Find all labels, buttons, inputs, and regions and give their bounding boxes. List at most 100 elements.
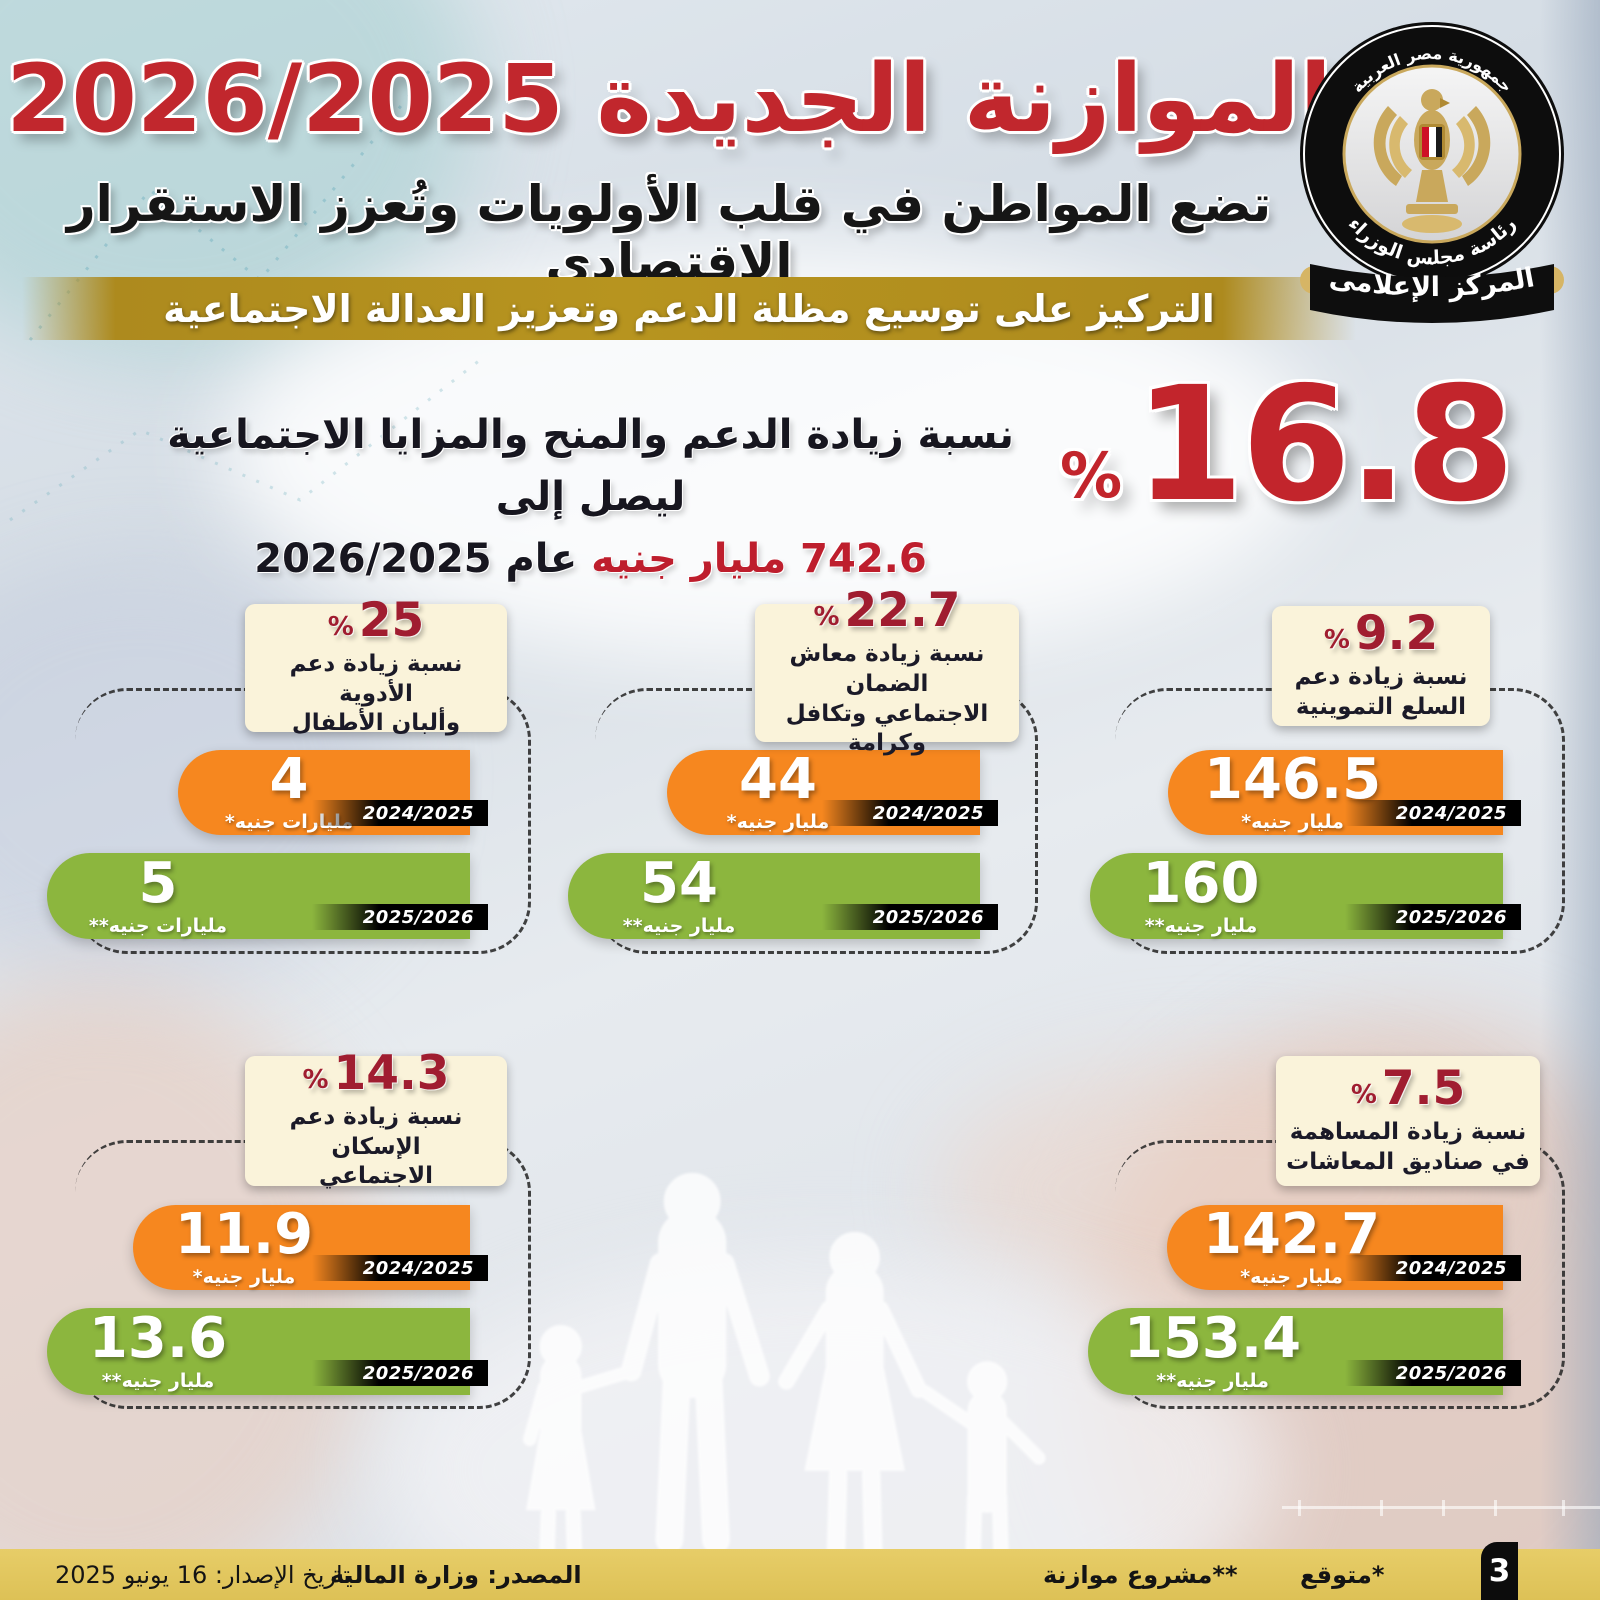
year-badge-2024-2025: 2024/2025 <box>1345 1255 1521 1281</box>
bar-2024-2025: 142.7 مليار جنيه* 2024/2025 <box>1167 1205 1521 1290</box>
cabinet-logo: جمهورية مصر العربية رئاسة مجلس الوزراء ا… <box>1296 18 1568 332</box>
year-badge-2024-2025: 2024/2025 <box>822 800 998 826</box>
card-percent: % 22.7 <box>813 587 960 634</box>
card-description-line1: نسبة زيادة معاش الضمان <box>789 640 985 697</box>
bar-unit: مليار جنيه** <box>1156 1370 1269 1392</box>
bar-2024-2025: 146.5 مليار جنيه* 2024/2025 <box>1168 747 1521 835</box>
gold-banner: التركيز على توسيع مظلة الدعم وتعزيز العد… <box>22 277 1356 340</box>
card-description-line1: نسبة زيادة دعم الأدوية <box>289 650 463 707</box>
bar-value-block: 153.4 مليار جنيه** <box>1124 1311 1301 1393</box>
card-description: نسبة زيادة دعم الإسكان الاجتماعي <box>251 1103 501 1193</box>
headline-percent-sign: % <box>1060 439 1123 513</box>
bar-unit: مليار جنيه** <box>622 914 736 937</box>
year-badge-2025-2026: 2025/2026 <box>312 904 488 930</box>
footnote-budget-project: **مشروع موازنة <box>1043 1561 1238 1589</box>
percent-value: 22.7 <box>844 582 961 638</box>
year-badge-2024-2025: 2024/2025 <box>312 800 488 826</box>
bg-chart-ticks <box>1282 1500 1600 1518</box>
bar-value: 44 <box>739 747 817 812</box>
card-label-box: % 25 نسبة زيادة دعم الأدوية وألبان الأطفا… <box>245 597 507 736</box>
card-description: نسبة زيادة دعم الأدوية وألبان الأطفال <box>251 650 501 740</box>
eagle-emblem-icon <box>1373 89 1491 233</box>
bar-value-block: 13.6 مليار جنيه** <box>83 1306 233 1393</box>
card-description: نسبة زيادة دعم السلع التموينية <box>1295 663 1468 723</box>
bar-unit: مليار جنيه** <box>1144 914 1258 937</box>
card-description-line2: الاجتماعي <box>318 1163 433 1190</box>
card-label-box: % 14.3 نسبة زيادة دعم الإسكان الاجتماعي <box>245 1050 507 1189</box>
card-description-line2: السلع التموينية <box>1295 693 1467 720</box>
bar-unit: مليار جنيه* <box>726 811 830 833</box>
page-number-badge: 3 <box>1481 1542 1518 1600</box>
year-badge-2025-2026: 2025/2026 <box>1345 904 1521 930</box>
bar-value: 4 <box>269 747 309 812</box>
bar-2024-2025: 44 مليار جنيه* 2024/2025 <box>667 747 998 835</box>
page-subtitle: تضع المواطن في قلب الأولويات وتُعزز الاس… <box>66 175 1272 291</box>
card-percent: % 14.3 <box>302 1050 449 1097</box>
bar-2024-2025: 11.9 مليار جنيه* 2024/2025 <box>133 1202 488 1290</box>
headline-percent-value: 16.8 <box>1134 353 1515 537</box>
percent-sign: % <box>1350 1079 1377 1110</box>
percent-value: 7.5 <box>1381 1060 1466 1116</box>
percent-value: 25 <box>358 592 425 648</box>
bar-2025-2026: 54 مليار جنيه** 2025/2026 <box>568 850 998 939</box>
card-description: نسبة زيادة المساهمة في صناديق المعاشات <box>1286 1118 1530 1178</box>
card-description-line2: في صناديق المعاشات <box>1286 1148 1530 1175</box>
bar-value-block: 54 مليار جنيه** <box>604 850 754 937</box>
card-percent: % 9.2 <box>1324 610 1438 657</box>
bar-value: 146.5 <box>1204 747 1382 812</box>
bar-value-block: 11.9 مليار جنيه* <box>169 1202 319 1289</box>
card-description: نسبة زيادة معاش الضمان الاجتماعي وتكافل … <box>761 640 1013 760</box>
headline-line1: نسبة زيادة الدعم والمنح والمزايا الاجتما… <box>167 412 1014 520</box>
percent-value: 14.3 <box>333 1045 450 1101</box>
headline-year: عام 2026/2025 <box>254 536 578 582</box>
year-badge-2024-2025: 2024/2025 <box>312 1255 488 1281</box>
footer-issue-date: تاريخ الإصدار: 16 يونيو 2025 <box>55 1561 350 1589</box>
bar-value: 5 <box>138 850 178 916</box>
card-description-line2: وألبان الأطفال <box>291 710 461 737</box>
bar-value: 160 <box>1142 850 1260 916</box>
headline-amount: 742.6 مليار جنيه <box>591 536 927 582</box>
headline-percent: % 16.8 <box>1060 353 1515 537</box>
bar-unit: مليار جنيه* <box>1241 811 1344 833</box>
card-description-line1: نسبة زيادة دعم الإسكان <box>289 1103 463 1160</box>
footer-bar <box>0 1549 1600 1600</box>
bar-unit: مليار جنيه* <box>1240 1266 1343 1288</box>
year-badge-2024-2025: 2024/2025 <box>1345 800 1521 826</box>
bar-value-block: 5 مليارات جنيه** <box>83 850 233 937</box>
percent-value: 9.2 <box>1354 605 1439 661</box>
card-percent: % 7.5 <box>1351 1065 1465 1112</box>
year-badge-2025-2026: 2025/2026 <box>312 1360 488 1386</box>
percent-sign: % <box>327 611 354 642</box>
bar-unit: مليار جنيه** <box>101 1370 215 1392</box>
card-description-line2: الاجتماعي وتكافل وكرامة <box>785 700 989 757</box>
bar-value: 13.6 <box>88 1306 228 1371</box>
bar-value-block: 146.5 مليار جنيه* <box>1204 747 1382 834</box>
page-title: الموازنة الجديدة 2026/2025 <box>6 45 1333 154</box>
bar-unit: مليارات جنيه** <box>88 914 228 937</box>
footnote-expected: *متوقع <box>1300 1561 1385 1589</box>
bar-value: 11.9 <box>174 1202 314 1267</box>
card-description-line1: نسبة زيادة المساهمة <box>1289 1118 1527 1145</box>
headline-text: نسبة زيادة الدعم والمنح والمزايا الاجتما… <box>118 404 1063 590</box>
card-label-box: % 22.7 نسبة زيادة معاش الضمان الاجتماعي و… <box>755 587 1019 756</box>
percent-sign: % <box>813 601 840 632</box>
bar-2025-2026: 13.6 مليار جنيه** 2025/2026 <box>47 1306 488 1395</box>
family-silhouette <box>522 1172 1046 1584</box>
percent-sign: % <box>302 1064 329 1095</box>
year-badge-2025-2026: 2025/2026 <box>822 904 998 930</box>
card-percent: % 25 <box>328 597 424 644</box>
bar-2025-2026: 160 مليار جنيه** 2025/2026 <box>1090 850 1521 939</box>
bar-2024-2025: 4 مليارات جنيه* 2024/2025 <box>178 747 488 835</box>
year-badge-2025-2026: 2025/2026 <box>1345 1360 1521 1386</box>
card-label-box: % 9.2 نسبة زيادة دعم السلع التموينية <box>1272 606 1490 726</box>
footer-source: المصدر: وزارة المالية <box>330 1561 582 1589</box>
bar-2025-2026: 153.4 مليار جنيه** 2025/2026 <box>1088 1308 1521 1395</box>
bar-value-block: 44 مليار جنيه* <box>703 747 853 834</box>
headline-line2: 742.6 مليار جنيه عام 2026/2025 <box>118 528 1063 590</box>
bar-unit: مليار جنيه* <box>192 1266 296 1288</box>
card-description-line1: نسبة زيادة دعم <box>1294 663 1468 690</box>
bar-value-block: 160 مليار جنيه** <box>1126 850 1276 937</box>
bar-2025-2026: 5 مليارات جنيه** 2025/2026 <box>47 850 488 939</box>
bar-value: 54 <box>640 850 718 916</box>
